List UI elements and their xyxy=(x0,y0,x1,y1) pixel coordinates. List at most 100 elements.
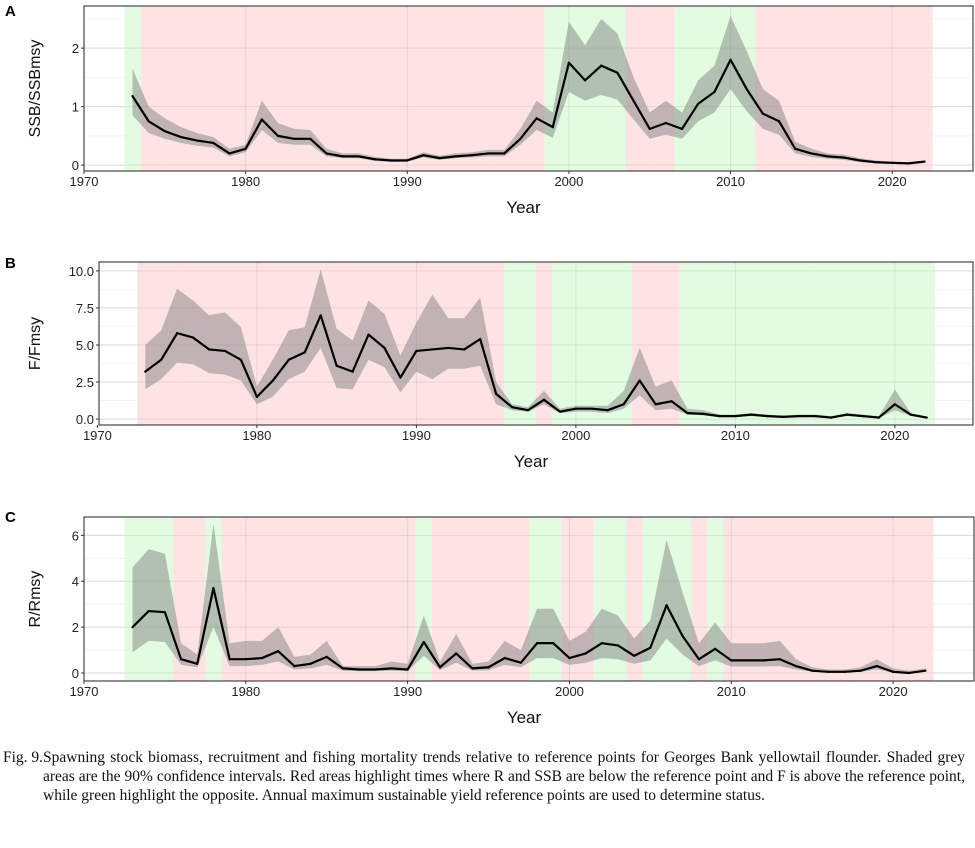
status-zone-red xyxy=(137,262,505,425)
x-axis-label: Year xyxy=(514,452,549,471)
series-segment-2015 xyxy=(811,669,830,673)
series-segment-2006 xyxy=(670,400,689,415)
x-tick-label: 1970 xyxy=(70,684,99,699)
status-zone-green xyxy=(124,6,141,171)
status-zone-green xyxy=(504,262,536,425)
series-segment-1997 xyxy=(526,398,546,412)
panel-letter: A xyxy=(5,3,16,20)
y-tick-label: 6 xyxy=(72,528,79,543)
series-segment-1990 xyxy=(406,154,425,162)
x-tick-label: 2020 xyxy=(880,428,909,443)
series-segment-1979 xyxy=(239,358,258,398)
series-segment-2001 xyxy=(584,642,603,655)
series-segment-2005 xyxy=(649,604,668,649)
series-segment-2008 xyxy=(697,90,716,105)
y-tick-label: 0.0 xyxy=(76,412,94,427)
series-segment-1973 xyxy=(131,609,150,629)
panel-letter: C xyxy=(5,509,16,526)
series-segment-2006 xyxy=(665,604,684,638)
series-segment-2017 xyxy=(845,413,865,418)
series-segment-1976 xyxy=(191,336,211,351)
series-segment-2020 xyxy=(891,670,911,675)
caption-text: Spawning stock biomass, recruitment and … xyxy=(43,749,965,804)
series-segment-1996 xyxy=(503,137,522,155)
series-segment-1974 xyxy=(160,332,179,361)
x-tick-label: 1980 xyxy=(231,174,260,189)
series-segment-1992 xyxy=(438,155,457,160)
series-segment-1978 xyxy=(212,587,231,661)
series-segment-2000 xyxy=(567,61,587,82)
panel-a: 0 1 2 1970 1980 1990 2000 2010 2020 Year SSB/SSBms… xyxy=(5,3,974,217)
series-segment-2015 xyxy=(810,152,829,158)
series-segment-1973 xyxy=(144,358,163,373)
series-segment-1974 xyxy=(147,609,167,614)
y-tick-label: 1 xyxy=(72,100,79,115)
series-segment-1985 xyxy=(325,655,345,670)
series-segment-2002 xyxy=(600,64,619,74)
series-segment-1978 xyxy=(223,349,243,361)
series-segment-2019 xyxy=(877,403,896,419)
x-tick-label: 2010 xyxy=(721,428,750,443)
x-tick-label: 1980 xyxy=(242,428,271,443)
series-segment-2000 xyxy=(568,652,587,660)
series-segment-2004 xyxy=(638,379,657,406)
series-segment-1994 xyxy=(471,666,490,670)
series-segment-2002 xyxy=(600,642,620,647)
status-zone-red xyxy=(221,517,416,681)
panel-letter: B xyxy=(5,255,16,272)
x-axis-label: Year xyxy=(506,198,541,217)
x-tick-label: 2020 xyxy=(878,174,907,189)
series-segment-2001 xyxy=(590,407,609,412)
y-tick-label: 4 xyxy=(72,574,79,589)
series-segment-2001 xyxy=(583,64,603,82)
series-segment-1983 xyxy=(293,662,312,668)
series-segment-2004 xyxy=(633,646,652,657)
plot-border xyxy=(98,261,974,426)
series-segment-1984 xyxy=(319,314,338,367)
series-segment-2009 xyxy=(713,647,733,662)
series-segment-2017 xyxy=(843,669,862,673)
series-segment-1994 xyxy=(479,337,498,395)
x-tick-label: 1970 xyxy=(83,428,112,443)
series-segment-1991 xyxy=(431,346,450,351)
series-segment-2020 xyxy=(893,403,912,416)
series-segment-2012 xyxy=(762,658,781,662)
x-tick-label: 2020 xyxy=(879,684,908,699)
series-segment-1997 xyxy=(519,642,539,664)
series-segment-1975 xyxy=(163,130,183,139)
series-segment-2007 xyxy=(681,635,701,661)
series-segment-1988 xyxy=(373,158,393,162)
status-zone-green xyxy=(551,262,632,425)
series-segment-2007 xyxy=(680,102,700,130)
status-zone-green xyxy=(673,6,755,171)
status-zone-green xyxy=(415,517,432,681)
series-segment-2018 xyxy=(861,415,881,419)
series-segment-1973 xyxy=(131,95,150,123)
series-segment-2003 xyxy=(616,644,636,657)
status-zone-red xyxy=(626,517,643,681)
series-segment-1991 xyxy=(422,154,441,160)
y-axis-label: SSB/SSBmsy xyxy=(27,40,44,138)
series-segment-1994 xyxy=(470,152,490,157)
series-segment-2005 xyxy=(648,121,667,130)
series-segment-1989 xyxy=(390,667,409,671)
series-segment-2010 xyxy=(729,58,748,91)
series-segment-1981 xyxy=(271,358,290,382)
panel-c: 0 2 4 6 1970 1980 1990 2000 2010 2020 Year R/Rmsy C xyxy=(5,509,975,727)
series-segment-1979 xyxy=(228,147,247,155)
x-tick-label: 1990 xyxy=(402,428,431,443)
series-segment-2021 xyxy=(908,669,927,675)
series-segment-2012 xyxy=(766,415,785,418)
figure: 0 1 2 1970 1980 1990 2000 2010 2020 Year SSB/SSBms… xyxy=(5,3,975,727)
series-segment-1991 xyxy=(422,640,442,669)
series-segment-1987 xyxy=(357,155,377,161)
series-segment-2003 xyxy=(622,379,641,406)
series-segment-2004 xyxy=(632,99,651,130)
status-zone-green xyxy=(124,517,173,681)
series-segment-2012 xyxy=(761,112,781,123)
status-zone-green xyxy=(679,262,935,425)
status-zone-green xyxy=(642,517,691,681)
series-segment-1985 xyxy=(325,152,344,158)
series-segment-1977 xyxy=(196,139,215,145)
series-segment-2005 xyxy=(654,400,673,406)
